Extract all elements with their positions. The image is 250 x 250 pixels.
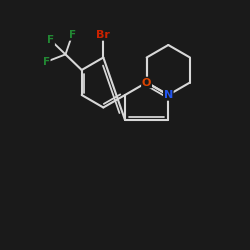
Text: N: N	[142, 78, 151, 88]
Text: O: O	[142, 78, 151, 88]
Text: Br: Br	[96, 30, 110, 40]
Text: N: N	[164, 90, 173, 100]
Text: F: F	[43, 57, 50, 67]
Text: F: F	[47, 35, 54, 45]
Text: F: F	[68, 30, 76, 40]
